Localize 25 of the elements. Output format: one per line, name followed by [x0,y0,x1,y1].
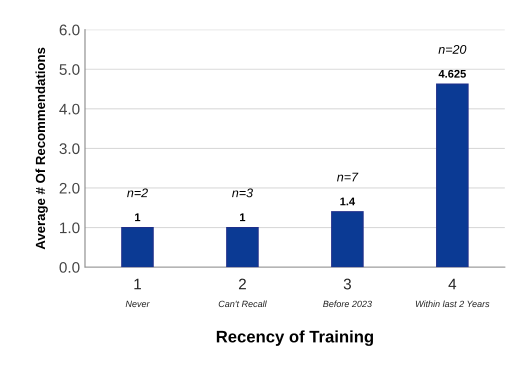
y-tick-label: 1.0 [60,222,80,234]
annotation: n=3 [232,188,253,198]
y-tick-label: 6.0 [60,24,80,36]
x-tick-label: 4 Within last 2 Years [416,278,490,308]
x-axis-title: Recency of Training [216,330,373,346]
y-tick-label: 4.0 [59,104,80,115]
bar [226,226,259,268]
annotation: n=20 [438,44,466,54]
x-tick-label: 3 Before 2023 [323,278,372,308]
bar [436,84,469,268]
x-tick-label: 2 Can't Recall [218,278,267,308]
y-tick-label: 0.0 [59,262,80,273]
annotation: n=2 [127,188,148,198]
bar [121,226,154,268]
y-tick-label: 5.0 [60,64,80,75]
data-label: 1 [135,213,140,222]
data-label: 1.4 [340,198,356,206]
y-tick-label: 2.0 [60,182,80,194]
y-tick-label: 3.0 [59,143,80,154]
annotation: n=7 [336,172,358,182]
x-tick-label: 1 Never [126,278,150,308]
y-axis-title: Average # Of Recommendations [35,48,48,250]
bar [331,211,364,268]
data-label: 4.625 [438,70,466,78]
data-label: 1 [240,213,246,222]
